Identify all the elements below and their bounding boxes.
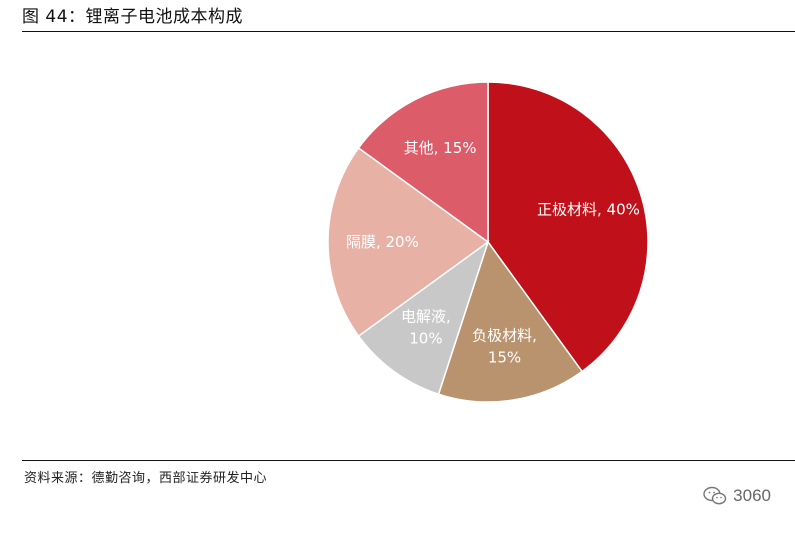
slice-label-1: 正极材料, 40% (537, 200, 640, 218)
pie-slice-1 (487, 81, 649, 373)
figure-title: 图 44：锂离子电池成本构成 (22, 7, 244, 27)
slice-label-5: 其他, 15% (404, 139, 477, 157)
slice-label-2: 负极材料, 15% (472, 326, 537, 366)
pie-slice-5 (357, 81, 489, 244)
watermark-text: 3060 (733, 486, 771, 505)
source-note: 资料来源：德勤咨询，西部证券研发中心 (24, 471, 268, 486)
watermark: 3060 (703, 486, 771, 506)
slice-label-4: 隔膜, 20% (346, 233, 419, 251)
pie-slice-2 (437, 240, 584, 403)
bottom-rule (22, 460, 795, 461)
top-rule (22, 31, 795, 32)
slice-label-3: 电解液, 10% (401, 307, 451, 347)
pie-slice-4 (327, 146, 490, 338)
wechat-icon (703, 486, 727, 505)
pie-slice-3 (357, 240, 490, 396)
